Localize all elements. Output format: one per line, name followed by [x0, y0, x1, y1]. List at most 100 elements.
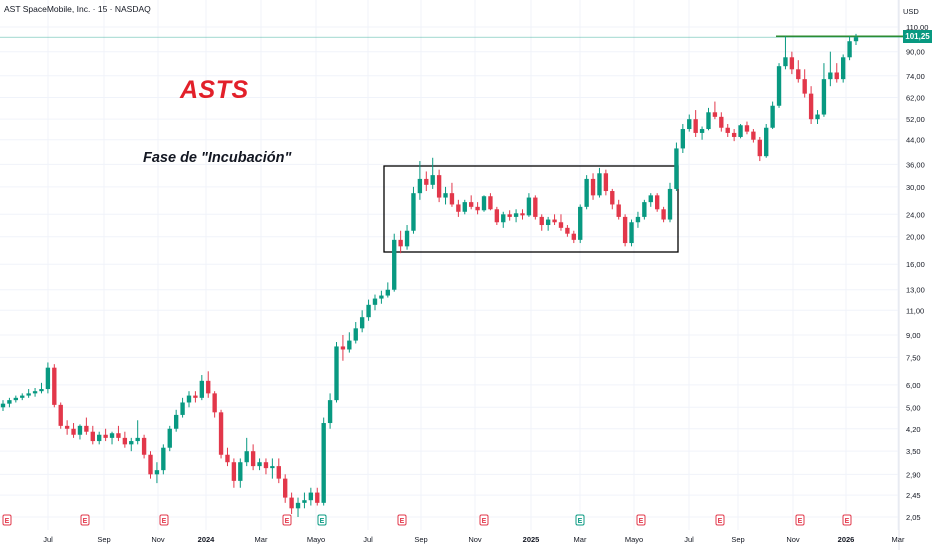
candle-body — [539, 216, 544, 226]
candle-body — [706, 112, 711, 130]
candle — [97, 431, 102, 445]
candle-body — [770, 105, 775, 128]
y-tick-label: 52,00 — [906, 115, 925, 124]
earnings-marker-icon: E — [80, 514, 90, 526]
candle-body — [840, 57, 846, 80]
y-tick-label: 9,00 — [906, 331, 921, 340]
candle — [385, 282, 390, 298]
candle — [135, 420, 140, 445]
candle-body — [167, 428, 172, 448]
candle-body — [635, 216, 641, 223]
x-tick-label: Mar — [255, 535, 268, 544]
candle — [167, 425, 172, 452]
candle-body — [436, 175, 442, 198]
x-tick-label: Sep — [414, 535, 427, 544]
earnings-marker-badge — [575, 514, 585, 526]
candle — [757, 136, 762, 162]
candle-body — [20, 395, 25, 398]
candle — [244, 437, 249, 467]
candle — [661, 206, 666, 223]
candle — [225, 447, 230, 467]
candle-body — [180, 402, 185, 415]
candle — [603, 169, 609, 196]
candle — [186, 391, 192, 408]
candle-body — [693, 119, 698, 133]
x-tick-label: 2025 — [523, 535, 540, 544]
candle — [443, 186, 448, 205]
candle — [379, 290, 384, 304]
candle-body — [802, 79, 807, 94]
candle-body — [250, 451, 256, 467]
candle-body — [533, 197, 538, 217]
candle-body — [385, 289, 390, 296]
candle-body — [206, 380, 211, 394]
candle — [218, 409, 224, 459]
earnings-marker-glyph: E — [162, 518, 167, 525]
candle-body — [327, 400, 333, 424]
candle — [802, 69, 807, 98]
candle — [821, 63, 827, 117]
candle-body — [501, 214, 506, 223]
candle — [199, 375, 205, 401]
candle — [578, 204, 583, 244]
candle — [635, 211, 641, 228]
candle-body — [796, 69, 801, 80]
candle — [103, 428, 108, 442]
y-tick-label: 13,00 — [906, 286, 925, 295]
candle — [706, 107, 711, 131]
candle-body — [654, 195, 660, 210]
candle-body — [584, 178, 589, 207]
candle — [32, 387, 38, 397]
candle — [231, 458, 237, 488]
candle-body — [411, 193, 416, 231]
earnings-marker-badge — [715, 514, 725, 526]
earnings-marker-glyph: E — [285, 518, 290, 525]
candle — [853, 33, 859, 46]
candle-body — [404, 230, 410, 247]
candle — [590, 173, 596, 200]
x-tick-label: Mayo — [625, 535, 643, 544]
candle-body — [116, 433, 121, 438]
x-tick-label: Jul — [43, 535, 53, 544]
y-tick-label: 36,00 — [906, 160, 925, 169]
candle-body — [263, 462, 269, 469]
candle — [340, 334, 346, 361]
candle-body — [52, 367, 57, 405]
candle-body — [129, 441, 134, 445]
candle-body — [225, 454, 230, 463]
candle — [513, 209, 519, 223]
earnings-marker-badge — [842, 514, 852, 526]
candle — [359, 310, 365, 333]
earnings-marker-badge — [80, 514, 90, 526]
candle-body — [783, 57, 788, 67]
candle — [436, 169, 442, 203]
x-tick-label: Sep — [731, 535, 744, 544]
candle — [475, 202, 480, 215]
x-tick-label: Nov — [151, 535, 165, 544]
candle-body — [334, 346, 339, 401]
candle — [840, 54, 846, 83]
candle-body — [321, 423, 326, 503]
candle — [584, 175, 589, 210]
candle — [494, 206, 500, 226]
candle — [783, 36, 788, 70]
candle-body — [552, 219, 557, 223]
earnings-marker-glyph: E — [845, 518, 850, 525]
candle — [90, 425, 95, 445]
candle — [238, 458, 243, 488]
candle — [39, 382, 44, 394]
candle-body — [456, 204, 461, 212]
candle — [417, 161, 423, 200]
candle-body — [526, 197, 532, 216]
candle — [642, 199, 647, 220]
candle-body — [565, 227, 570, 234]
y-tick-label: 2,90 — [906, 470, 921, 479]
earnings-marker-icon: E — [397, 514, 407, 526]
candle — [315, 487, 320, 506]
candle — [161, 444, 166, 475]
candle — [731, 129, 737, 142]
candle — [71, 423, 76, 438]
candle-body — [661, 209, 666, 220]
candle — [77, 424, 83, 440]
